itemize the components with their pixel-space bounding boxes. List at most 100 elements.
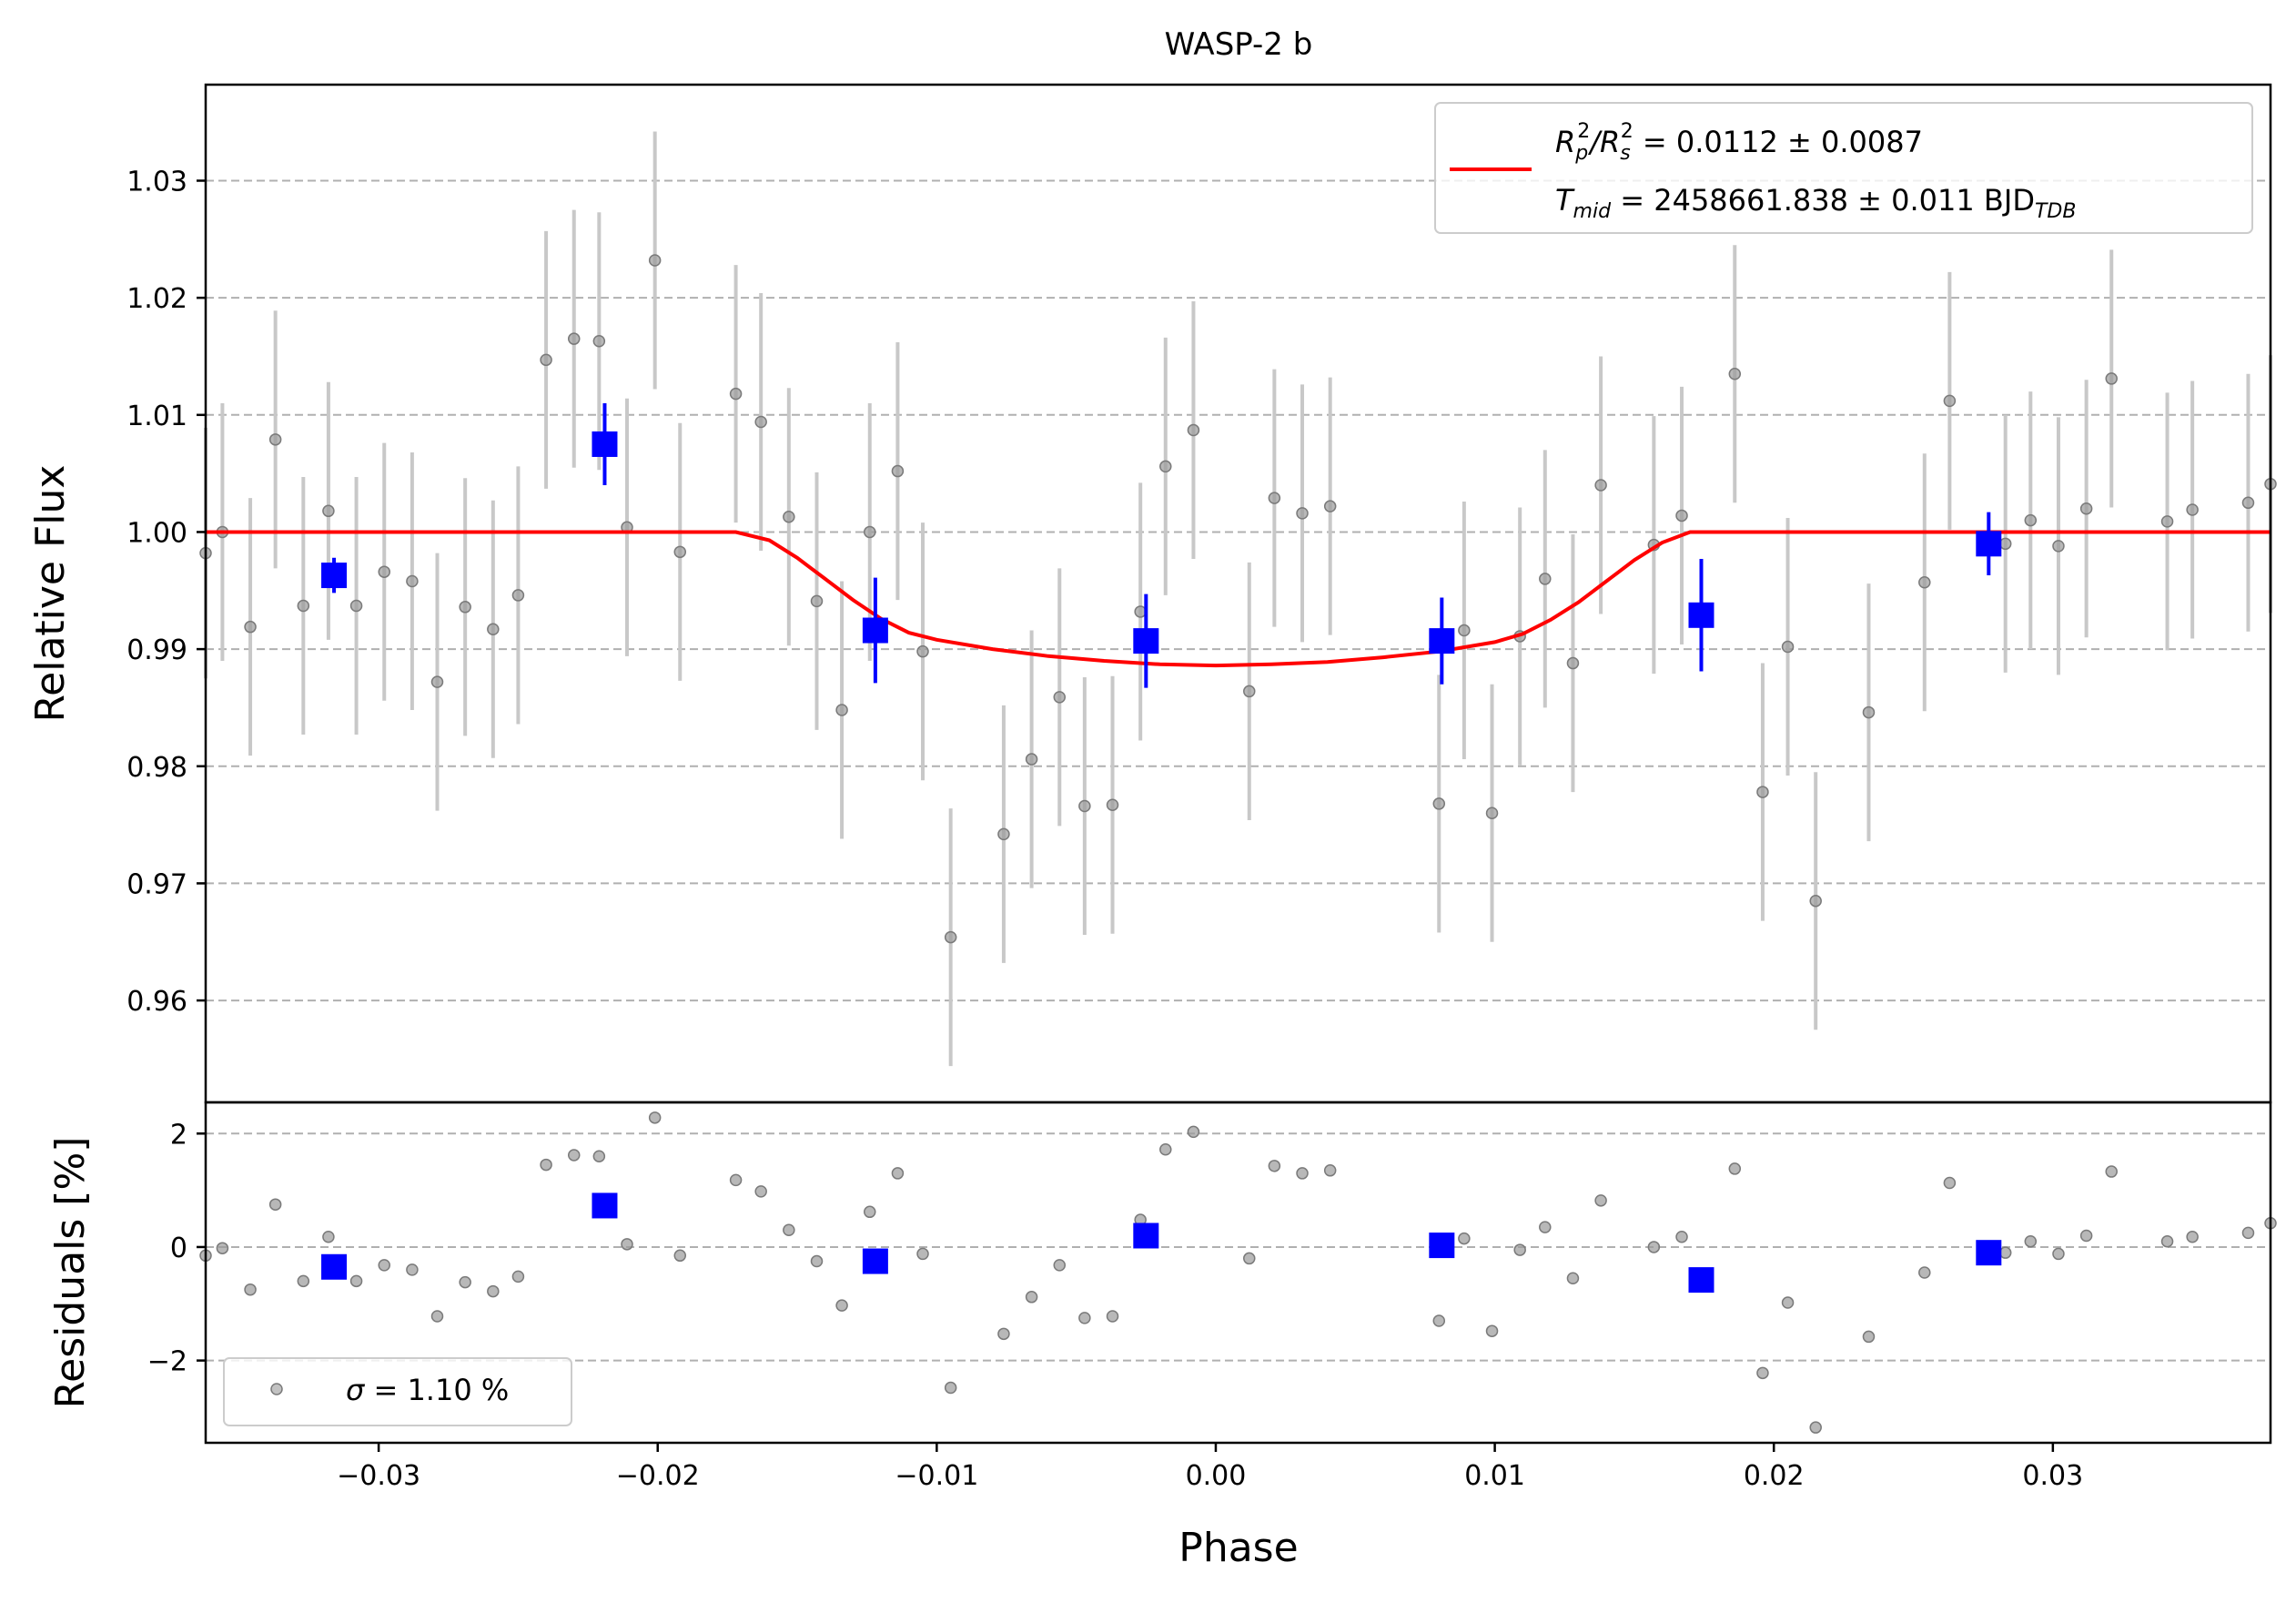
- residual-data-point: [1756, 1366, 1769, 1380]
- flux-data-point: [1918, 576, 1931, 589]
- flux-data-point: [378, 565, 390, 578]
- legend-radius-ratio: Rp2/Rs2 = 0.0112 ± 0.0087: [1555, 120, 1923, 165]
- flux-data-point: [754, 415, 767, 429]
- flux-binned-point: [1133, 628, 1159, 654]
- residual-data-point: [378, 1259, 390, 1272]
- residual-data-point: [1243, 1252, 1256, 1265]
- residual-data-point: [1566, 1272, 1580, 1284]
- flux-data-point: [2052, 540, 2065, 553]
- flux-legend-box: [1434, 102, 2253, 234]
- residual-data-point: [1268, 1160, 1281, 1172]
- residual-data-point: [916, 1247, 929, 1261]
- flux-binned-points: [321, 402, 2002, 688]
- flux-data-point: [997, 827, 1010, 841]
- flux-data-point: [268, 433, 282, 446]
- flux-data-point: [944, 930, 957, 944]
- flux-data-points: [199, 131, 2277, 1067]
- residual-data-point: [835, 1299, 848, 1312]
- residual-data-point: [322, 1230, 335, 1243]
- flux-data-point: [1106, 798, 1119, 811]
- flux-data-point: [1243, 685, 1256, 698]
- residual-data-point: [511, 1270, 525, 1283]
- flux-data-point: [1539, 573, 1552, 585]
- flux-y-tick-label: 0.97: [126, 868, 187, 900]
- residuals-panel-frame: [204, 1101, 2272, 1445]
- flux-data-point: [864, 525, 876, 539]
- residual-data-point: [1296, 1167, 1309, 1180]
- flux-data-point: [916, 644, 929, 658]
- phase-axis-title: Phase: [1178, 1525, 1298, 1571]
- flux-data-point: [783, 510, 795, 523]
- flux-y-ticks: 0.96 0.97 0.98 0.99 1.00 1.01 1.02 1.03: [126, 166, 206, 1018]
- residual-data-point: [783, 1223, 795, 1236]
- flux-data-point: [1485, 807, 1499, 819]
- flux-data-point: [673, 545, 687, 559]
- residual-data-point: [1781, 1296, 1795, 1309]
- residual-data-point: [1728, 1162, 1742, 1175]
- residual-data-point: [1106, 1310, 1119, 1323]
- residual-data-point: [864, 1205, 876, 1219]
- residual-data-point: [540, 1158, 552, 1172]
- residual-data-point: [810, 1254, 824, 1268]
- flux-data-point: [1594, 479, 1607, 492]
- flux-data-point: [1943, 394, 1957, 408]
- legend-mid-transit: Tmid = 2458661.838 ± 0.011 BJDTDB: [1555, 183, 2076, 223]
- residual-data-point: [297, 1274, 310, 1288]
- residual-binned-point: [1429, 1233, 1455, 1259]
- flux-data-point: [2105, 372, 2118, 385]
- residual-binned-point: [1133, 1223, 1159, 1249]
- residuals-legend: σ = 1.10 %: [223, 1357, 572, 1426]
- residual-data-point: [2241, 1226, 2255, 1240]
- flux-y-tick-label: 1.03: [126, 166, 187, 198]
- residual-data-point: [2079, 1229, 2093, 1243]
- residual-data-point: [1432, 1314, 1446, 1327]
- flux-data-point: [244, 620, 257, 634]
- residuals-data-points: [199, 1111, 2277, 1434]
- flux-data-point: [891, 464, 905, 478]
- residual-binned-point: [1976, 1240, 2002, 1266]
- flux-data-point: [430, 675, 444, 688]
- flux-y-tick-label: 1.01: [126, 401, 187, 432]
- residual-data-point: [944, 1381, 957, 1395]
- residual-data-point: [1323, 1164, 1337, 1177]
- residual-data-point: [997, 1327, 1010, 1341]
- flux-data-point: [1078, 799, 1091, 813]
- residual-data-point: [567, 1149, 581, 1162]
- phase-x-ticks: −0.03 −0.02 −0.01 0.00 0.01 0.02 0.03: [337, 1443, 2083, 1492]
- residual-data-point: [1675, 1230, 1688, 1243]
- residual-binned-point: [1688, 1267, 1714, 1294]
- residuals-y-tick-label: 2: [170, 1119, 187, 1151]
- residual-data-point: [1458, 1232, 1471, 1245]
- flux-binned-point: [592, 431, 618, 457]
- residual-data-point: [621, 1238, 633, 1251]
- residual-data-point: [2024, 1234, 2038, 1248]
- residual-data-point: [1159, 1142, 1172, 1156]
- residual-data-point: [406, 1263, 419, 1276]
- residuals-binned-points: [321, 1192, 2002, 1294]
- phase-x-tick-label: −0.01: [895, 1460, 978, 1492]
- flux-y-tick-label: 0.98: [126, 752, 187, 784]
- residual-data-point: [1485, 1324, 1499, 1337]
- flux-data-point: [2079, 502, 2093, 515]
- flux-legend: Rp2/Rs2 = 0.0112 ± 0.0087 Tmid = 2458661…: [1434, 102, 2253, 234]
- residual-data-point: [1647, 1241, 1661, 1253]
- phase-x-tick-label: −0.03: [337, 1460, 420, 1492]
- residual-data-point: [891, 1167, 905, 1180]
- residual-data-point: [1053, 1259, 1067, 1272]
- flux-data-point: [1809, 894, 1822, 908]
- flux-data-point: [1187, 423, 1200, 437]
- flux-data-point: [1728, 368, 1742, 380]
- residual-data-point: [1078, 1312, 1091, 1324]
- flux-data-point: [567, 332, 581, 345]
- phase-x-tick-label: 0.03: [2022, 1460, 2083, 1492]
- residual-data-point: [244, 1283, 257, 1296]
- flux-data-point: [540, 353, 552, 367]
- residual-data-point: [648, 1111, 662, 1124]
- residual-binned-point: [862, 1248, 888, 1274]
- flux-data-point: [592, 335, 606, 348]
- residual-data-point: [592, 1150, 606, 1162]
- residual-data-point: [2186, 1230, 2199, 1243]
- residual-data-point: [430, 1310, 444, 1323]
- residual-data-point: [1809, 1421, 1822, 1434]
- residual-binned-point: [321, 1253, 348, 1280]
